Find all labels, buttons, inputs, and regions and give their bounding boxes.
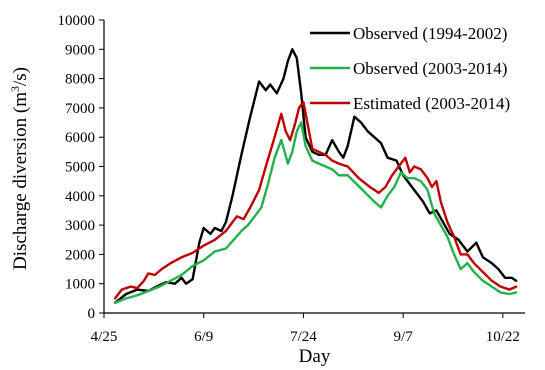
series-line-3 [113,100,518,300]
y-tick-label: 6000 [65,130,95,146]
series-line-2 [113,121,518,304]
y-tick-label: 1000 [65,277,95,293]
legend-label-1: Observed (1994-2002) [353,24,507,43]
x-tick-label: 4/25 [91,329,118,345]
y-tick-label: 0 [88,306,96,322]
y-tick-label: 4000 [65,189,95,205]
legend-label-3: Estimated (2003-2014) [353,94,510,113]
x-tick-label: 6/9 [194,329,213,345]
y-tick-label: 2000 [65,247,95,263]
legend-label-2: Observed (2003-2014) [353,59,507,78]
y-tick-label: 8000 [65,72,95,88]
y-tick-label: 5000 [65,160,95,176]
y-tick-label: 10000 [58,13,96,29]
y-tick-label: 3000 [65,218,95,234]
y-tick-label: 7000 [65,101,95,117]
x-tick-label: 10/22 [486,329,520,345]
x-tick-label: 9/7 [394,329,414,345]
y-tick-label: 9000 [65,42,95,58]
x-axis-title: Day [299,346,331,367]
x-tick-label: 7/24 [290,329,317,345]
series-line-1 [113,48,518,304]
y-axis-title: Discharge diversion (m3/s) [8,67,31,270]
